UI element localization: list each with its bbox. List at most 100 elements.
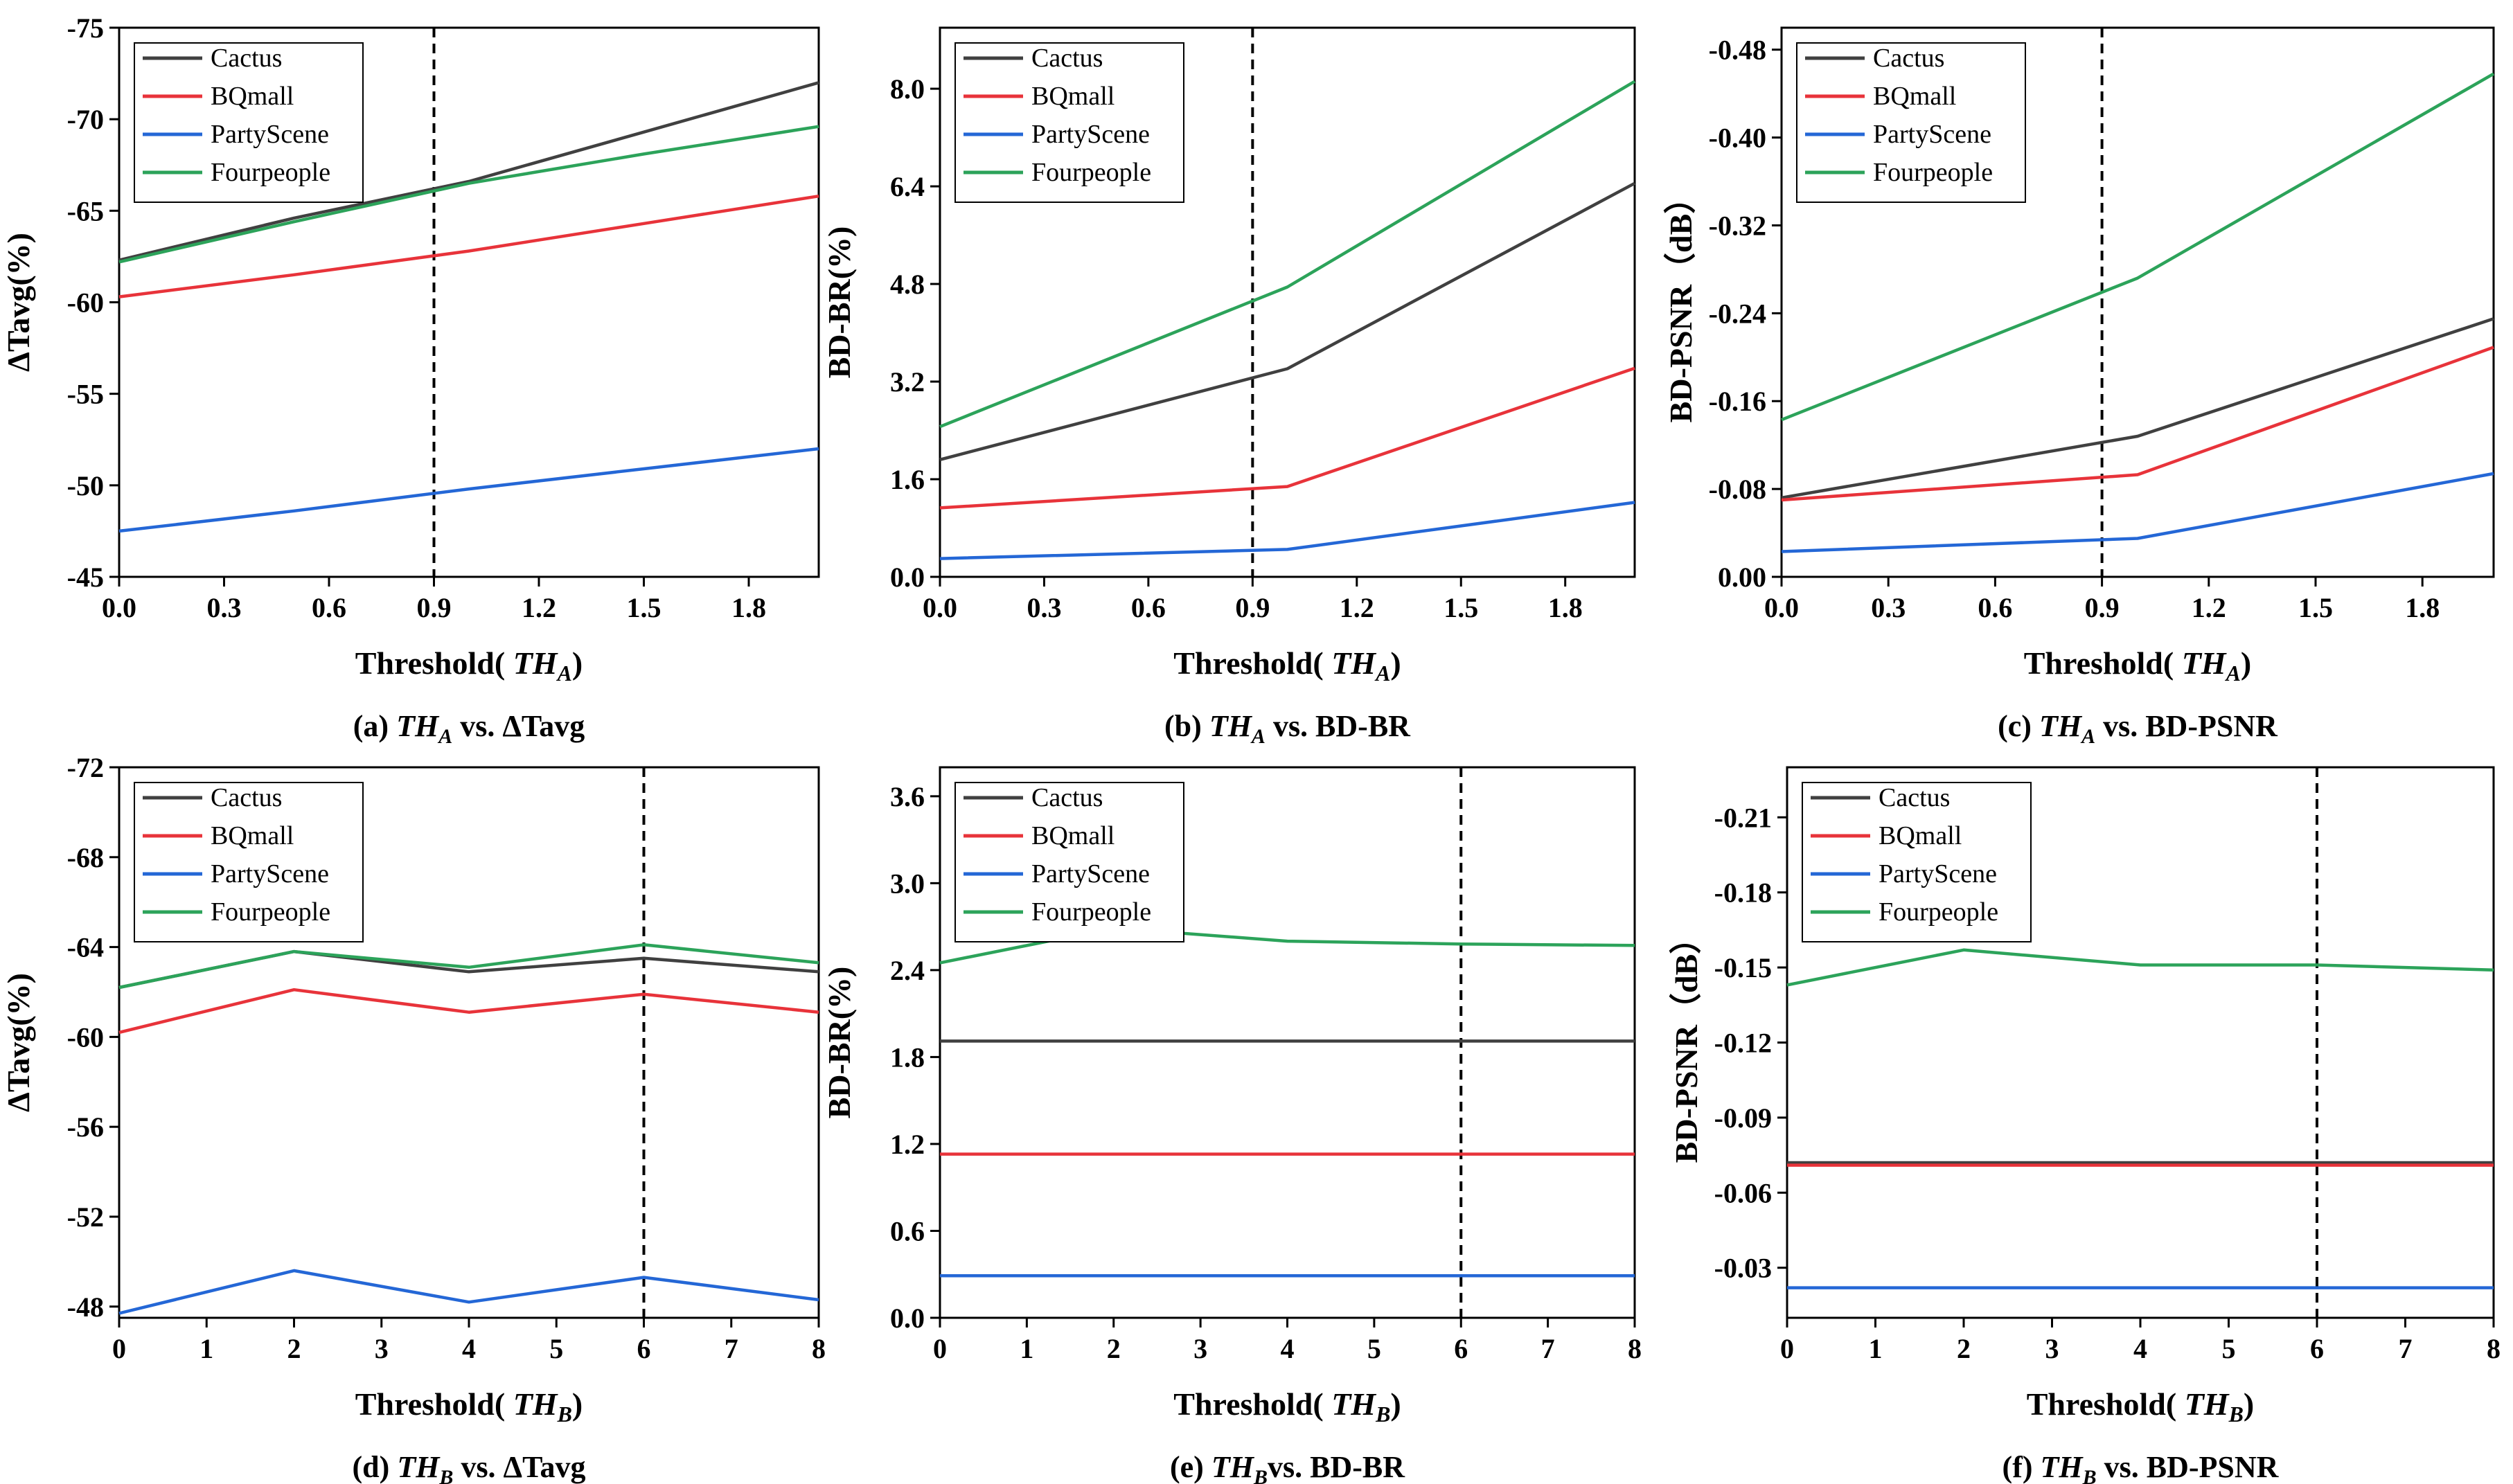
x-tick-label: 0.6 — [312, 592, 346, 623]
series-line-cactus — [118, 949, 819, 990]
x-axis-title-sub: B — [1375, 1402, 1390, 1427]
y-tick-label: -72 — [67, 752, 104, 783]
x-tick-label: 1.5 — [627, 592, 661, 623]
x-axis-title: Threshold( THA) — [355, 645, 583, 686]
y-tick-label: -50 — [67, 470, 104, 501]
legend-label: Fourpeople — [1031, 897, 1151, 927]
legend: Cactus BQmall PartyScene Fourpeople — [134, 42, 364, 203]
x-tick-label: 8 — [2487, 1333, 2501, 1364]
x-tick-label: 4 — [1281, 1333, 1295, 1364]
caption-suffix: vs. ΔTavg — [452, 709, 585, 743]
x-axis-title: Threshold( THA) — [2024, 645, 2252, 686]
series-line-fourpeople — [1781, 72, 2495, 422]
y-tick-label: -0.12 — [1714, 1028, 1772, 1059]
x-axis-title-prefix: Threshold( — [355, 645, 513, 681]
caption-sub: A — [2080, 725, 2095, 748]
caption-sub: A — [1250, 725, 1266, 748]
series-line-partyscene — [1781, 472, 2494, 553]
x-tick-label: 7 — [2399, 1333, 2413, 1364]
y-tick-label: 0.0 — [890, 562, 925, 593]
x-tick-label: 0.9 — [2085, 592, 2120, 623]
y-tick-label: -0.40 — [1709, 123, 1766, 154]
legend-box — [954, 782, 1184, 942]
y-tick-label: -52 — [67, 1201, 104, 1233]
x-tick-label: 4 — [2133, 1333, 2147, 1364]
legend-box — [1802, 782, 2032, 942]
x-axis-title-sub: A — [556, 661, 572, 686]
caption-var: TH — [2041, 1450, 2084, 1484]
legend-label: Fourpeople — [1031, 158, 1151, 187]
x-tick-label: 3 — [1193, 1333, 1207, 1364]
series-line-fourpeople — [1786, 948, 2494, 987]
legend-box — [954, 42, 1184, 203]
x-tick-label: 0.9 — [417, 592, 452, 623]
legend-label: PartyScene — [1879, 859, 1997, 888]
y-tick-label: 0.00 — [1718, 562, 1766, 593]
y-tick-label: 1.8 — [890, 1042, 925, 1073]
legend-label: Fourpeople — [211, 897, 330, 927]
caption-suffix: vs. BD-BR — [1268, 1450, 1405, 1484]
y-axis-title: BD-BR(%) — [822, 967, 857, 1119]
x-axis-title-suffix: ) — [2241, 645, 2251, 681]
x-tick-label: 6 — [2310, 1333, 2324, 1364]
x-tick-label: 1.2 — [2192, 592, 2226, 623]
x-tick-label: 0.3 — [207, 592, 242, 623]
legend-label: BQmall — [211, 82, 294, 111]
x-axis-title-var: TH — [1331, 645, 1376, 681]
caption-var: TH — [2039, 709, 2083, 743]
legend-label: Fourpeople — [1873, 158, 1993, 187]
legend-label: PartyScene — [211, 859, 329, 888]
x-axis-title: Threshold( THB) — [355, 1386, 583, 1427]
legend: Cactus BQmall PartyScene Fourpeople — [1796, 42, 2026, 203]
x-tick-label: 5 — [2222, 1333, 2236, 1364]
x-tick-label: 0.0 — [1764, 592, 1799, 623]
legend-label: Cactus — [1031, 783, 1103, 812]
x-tick-label: 7 — [725, 1333, 738, 1364]
caption-sub: B — [438, 1466, 453, 1484]
x-axis-title-var: TH — [513, 645, 558, 681]
caption-suffix: vs. BD-PSNR — [2097, 1450, 2280, 1484]
x-axis-title-prefix: Threshold( — [2024, 645, 2182, 681]
series-line-partyscene — [939, 501, 1635, 560]
caption-sub: A — [437, 725, 452, 748]
legend-label: BQmall — [1031, 82, 1115, 111]
x-tick-label: 0 — [1780, 1333, 1794, 1364]
y-tick-label: 6.4 — [890, 171, 925, 202]
x-tick-label: 2 — [1957, 1333, 1971, 1364]
x-axis-title-prefix: Threshold( — [1173, 645, 1331, 681]
x-tick-label: 1.2 — [1340, 592, 1374, 623]
legend: Cactus BQmall PartyScene Fourpeople — [1802, 782, 2032, 942]
x-tick-label: 0 — [933, 1333, 947, 1364]
series-line-fourpeople — [118, 125, 819, 264]
y-tick-label: 3.2 — [890, 366, 925, 397]
x-tick-label: 0.3 — [1027, 592, 1061, 623]
x-axis-title-sub: B — [2228, 1402, 2244, 1427]
x-tick-label: 5 — [549, 1333, 563, 1364]
legend-box — [134, 782, 364, 942]
legend-box — [1796, 42, 2026, 203]
y-tick-label: -56 — [67, 1111, 104, 1143]
x-tick-label: 1 — [1869, 1333, 1883, 1364]
legend-label: BQmall — [1879, 821, 1962, 850]
legend-label: PartyScene — [1031, 859, 1150, 888]
y-tick-label: -60 — [67, 287, 104, 319]
x-tick-label: 1.2 — [522, 592, 556, 623]
y-tick-label: 2.4 — [890, 955, 925, 986]
x-axis-title-var: TH — [1331, 1386, 1376, 1422]
x-tick-label: 7 — [1541, 1333, 1555, 1364]
caption-prefix: (a) — [353, 709, 396, 743]
panel-f: 0 1 2 3 4 5 6 7 8 -0.03 -0.06 -0.09 -0.12 -0.15 -0.18 -… — [1669, 766, 2501, 1484]
legend-box — [134, 42, 364, 203]
y-tick-label: 3.6 — [890, 781, 925, 812]
caption-var: TH — [1211, 1450, 1255, 1484]
series-line-partyscene — [118, 1269, 819, 1315]
legend-label: Cactus — [1873, 44, 1944, 73]
x-tick-label: 1 — [199, 1333, 213, 1364]
panel-e: 0 1 2 3 4 5 6 7 8 0.0 0.6 1.2 1.8 2.4 3.0 3.6 Cactus BQma… — [822, 766, 1642, 1484]
y-tick-label: 1.6 — [890, 464, 925, 495]
x-tick-label: 4 — [462, 1333, 476, 1364]
y-tick-label: -0.18 — [1714, 877, 1772, 909]
panel-caption: (a) THA vs. ΔTavg — [353, 709, 585, 748]
series-line-cactus — [118, 81, 819, 262]
